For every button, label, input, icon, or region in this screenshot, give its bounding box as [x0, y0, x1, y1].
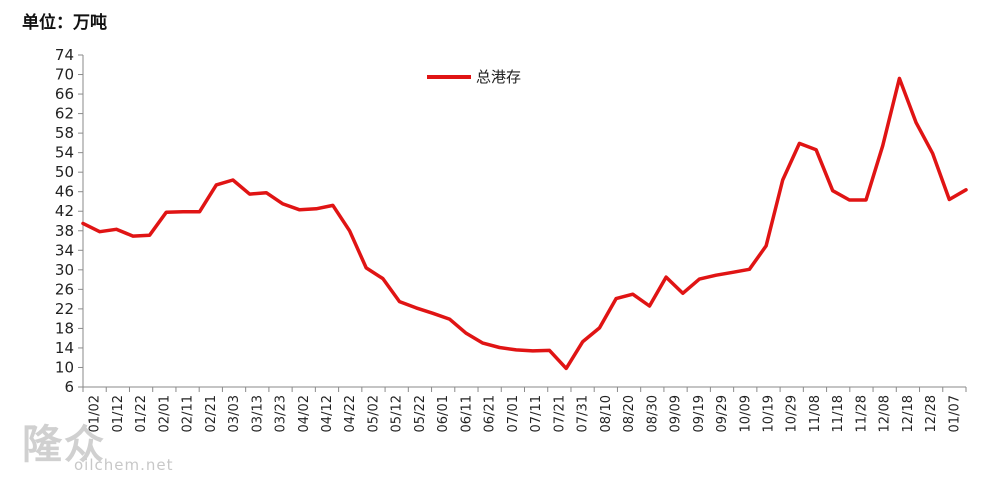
y-tick-label: 46 [55, 183, 74, 201]
x-tick-label: 06/11 [459, 395, 474, 432]
x-tick-label: 02/11 [181, 395, 196, 432]
x-tick-label: 04/02 [297, 395, 312, 432]
x-tick-label: 07/11 [529, 395, 544, 432]
y-tick-label: 54 [55, 144, 74, 162]
x-tick-label: 03/03 [227, 395, 242, 432]
y-tick-label: 26 [55, 280, 74, 298]
x-tick-label: 02/01 [157, 395, 172, 432]
x-tick-label: 05/12 [390, 395, 405, 432]
x-tick-label: 08/30 [645, 395, 660, 432]
x-tick-label: 07/21 [552, 395, 567, 432]
x-tick-label: 01/12 [111, 395, 126, 432]
y-tick-label: 30 [55, 261, 74, 279]
x-tick-label: 05/02 [366, 395, 381, 432]
y-tick-label: 66 [55, 85, 74, 103]
unit-label: 单位：万吨 [22, 13, 107, 33]
y-tick-label: 10 [55, 358, 74, 376]
legend-label: 总港存 [476, 68, 521, 86]
x-tick-label: 12/08 [878, 395, 893, 432]
y-tick-label: 18 [55, 319, 74, 337]
x-tick-label: 03/23 [274, 395, 289, 432]
y-tick-label: 74 [55, 46, 74, 64]
watermark-url: oilchem.net [74, 456, 174, 474]
x-tick-label: 03/13 [250, 395, 265, 432]
y-tick-label: 70 [55, 66, 74, 84]
x-tick-label: 12/18 [901, 395, 916, 432]
y-tick-label: 6 [64, 378, 74, 396]
x-tick-label: 07/31 [576, 395, 591, 432]
legend: 总港存 [427, 68, 521, 86]
x-tick-label: 08/20 [622, 395, 637, 432]
y-tick-label: 34 [55, 241, 74, 259]
x-tick-label: 06/01 [436, 395, 451, 432]
x-tick-label: 05/22 [413, 395, 428, 432]
x-tick-label: 04/12 [320, 395, 335, 432]
x-tick-label: 09/09 [669, 395, 684, 432]
x-axis: 01/02 01/12 01/22 02/01 02/11 02/21 03/03 03/13… [82, 386, 967, 432]
x-tick-label: 01/07 [947, 395, 962, 432]
x-tick-label: 07/01 [506, 395, 521, 432]
series-layer [81, 76, 968, 371]
y-tick-label: 62 [55, 105, 74, 123]
y-tick-label: 38 [55, 222, 74, 240]
x-tick-label: 06/21 [483, 395, 498, 432]
x-tick-label: 01/22 [134, 395, 149, 432]
watermark: 隆众 [22, 412, 106, 470]
y-tick-label: 50 [55, 163, 74, 181]
y-tick-label: 42 [55, 202, 74, 220]
x-tick-label: 09/29 [715, 395, 730, 432]
x-tick-label: 11/08 [808, 395, 823, 432]
x-tick-label: 09/19 [692, 395, 707, 432]
series-line-total-port-inventory [81, 76, 968, 371]
x-tick-label: 10/19 [761, 395, 776, 432]
x-tick-label: 12/28 [924, 395, 939, 432]
y-tick-label: 14 [55, 339, 74, 357]
y-tick-label: 22 [55, 300, 74, 318]
x-tick-label: 02/21 [204, 395, 219, 432]
x-tick-label: 01/02 [88, 395, 103, 432]
x-tick-label: 08/10 [599, 395, 614, 432]
x-tick-label: 10/29 [785, 395, 800, 432]
x-tick-label: 10/09 [738, 395, 753, 432]
x-tick-label: 11/18 [831, 395, 846, 432]
y-tick-label: 58 [55, 124, 74, 142]
x-tick-label: 11/28 [854, 395, 869, 432]
watermark-logo: 隆众 [22, 422, 106, 468]
x-tick-label: 04/22 [343, 395, 358, 432]
